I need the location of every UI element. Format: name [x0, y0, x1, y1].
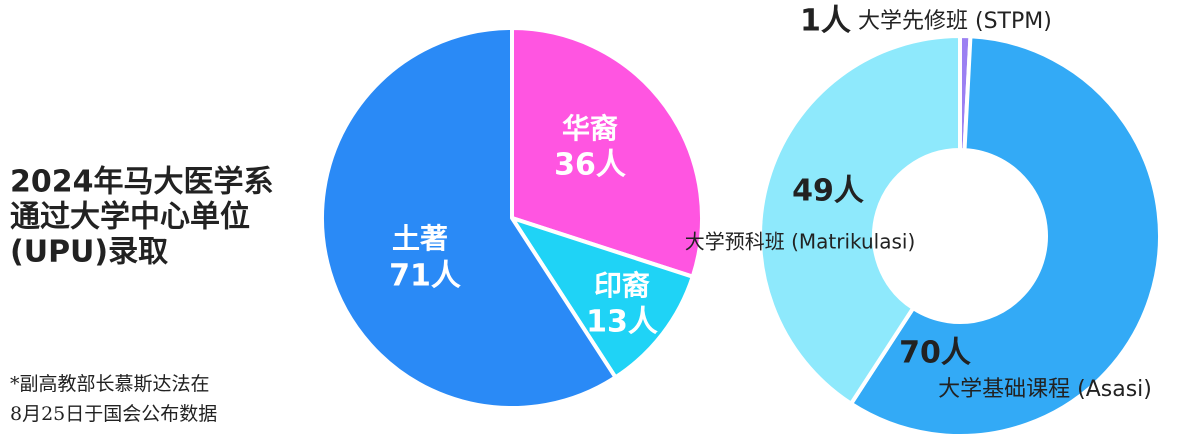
value-label: 49人 [792, 174, 864, 209]
value-label: 71人 [389, 259, 461, 294]
category-label: 大学基础课程 (Asasi) [938, 377, 1152, 402]
title-line: 2024年马大医学系 [10, 165, 274, 200]
category-label: 土著 [392, 222, 448, 255]
note-line: *副高教部长慕斯达法在 [10, 373, 210, 395]
value-label: 70人 [899, 336, 971, 371]
slice [510, 216, 695, 380]
category-label: 华裔 [562, 112, 618, 145]
slice [320, 26, 618, 410]
slice [510, 26, 704, 279]
value-label: 13人 [586, 305, 658, 340]
title-line: 通过大学中心单位 [10, 200, 250, 235]
value-label: 36人 [554, 148, 626, 183]
slice [758, 34, 962, 406]
category-label: 印裔 [594, 269, 650, 302]
category-label: 大学预科班 (Matrikulasi) [685, 230, 916, 254]
value-label: 1人 [800, 4, 851, 39]
title-line: (UPU)录取 [10, 235, 168, 270]
category-label: 大学先修班 (STPM) [858, 9, 1052, 34]
slice [849, 34, 1162, 438]
note-line: 8月25日于国会公布数据 [10, 403, 217, 425]
